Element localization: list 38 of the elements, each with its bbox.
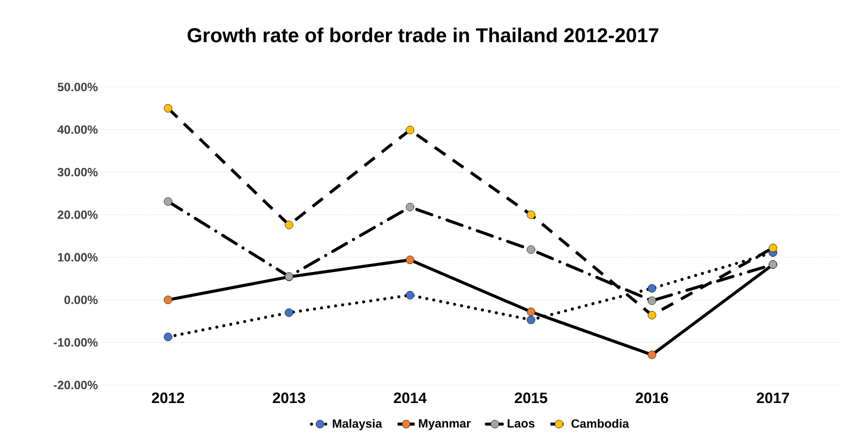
point bbox=[164, 332, 172, 342]
y-tick-label: 10.00% bbox=[58, 253, 98, 262]
point bbox=[406, 256, 414, 264]
x-tick-label: 2015 bbox=[514, 392, 548, 404]
point bbox=[768, 244, 778, 252]
point bbox=[648, 310, 656, 320]
legend-label: Laos bbox=[508, 419, 534, 428]
point bbox=[526, 245, 536, 254]
point bbox=[406, 202, 414, 212]
x-tick-label: 2014 bbox=[394, 392, 427, 404]
legend-label: Malaysia bbox=[332, 419, 382, 430]
y-tick-label: 0.00% bbox=[64, 296, 98, 304]
y-tick-label: 40.00% bbox=[57, 125, 98, 134]
chart-title: Growth rate of border trade in Thailand 2012-2017 bbox=[188, 28, 658, 42]
point bbox=[164, 197, 172, 206]
y-tick-label: 30.00% bbox=[58, 168, 98, 176]
x-tick-label: 2017 bbox=[756, 392, 789, 404]
point bbox=[164, 104, 172, 112]
legend-label: Myanmar bbox=[418, 419, 471, 430]
point bbox=[406, 126, 414, 134]
point bbox=[164, 296, 172, 304]
x-tick-label: 2016 bbox=[636, 392, 668, 404]
x-tick-label: 2013 bbox=[272, 392, 306, 404]
point bbox=[648, 350, 656, 359]
point bbox=[526, 316, 536, 324]
y-tick-label: -10.00% bbox=[54, 338, 98, 347]
point bbox=[406, 290, 414, 300]
point bbox=[526, 308, 536, 316]
y-tick-label: 50.00% bbox=[58, 82, 98, 92]
point bbox=[526, 210, 536, 219]
point bbox=[648, 296, 656, 305]
x-tick-label: 2012 bbox=[152, 392, 184, 404]
y-tick-label: -20.00% bbox=[54, 380, 98, 390]
y-tick-label: 20.00% bbox=[58, 210, 98, 219]
legend-label: Cambodia bbox=[571, 419, 630, 428]
point bbox=[284, 308, 294, 317]
point bbox=[648, 284, 656, 293]
point bbox=[284, 220, 294, 230]
